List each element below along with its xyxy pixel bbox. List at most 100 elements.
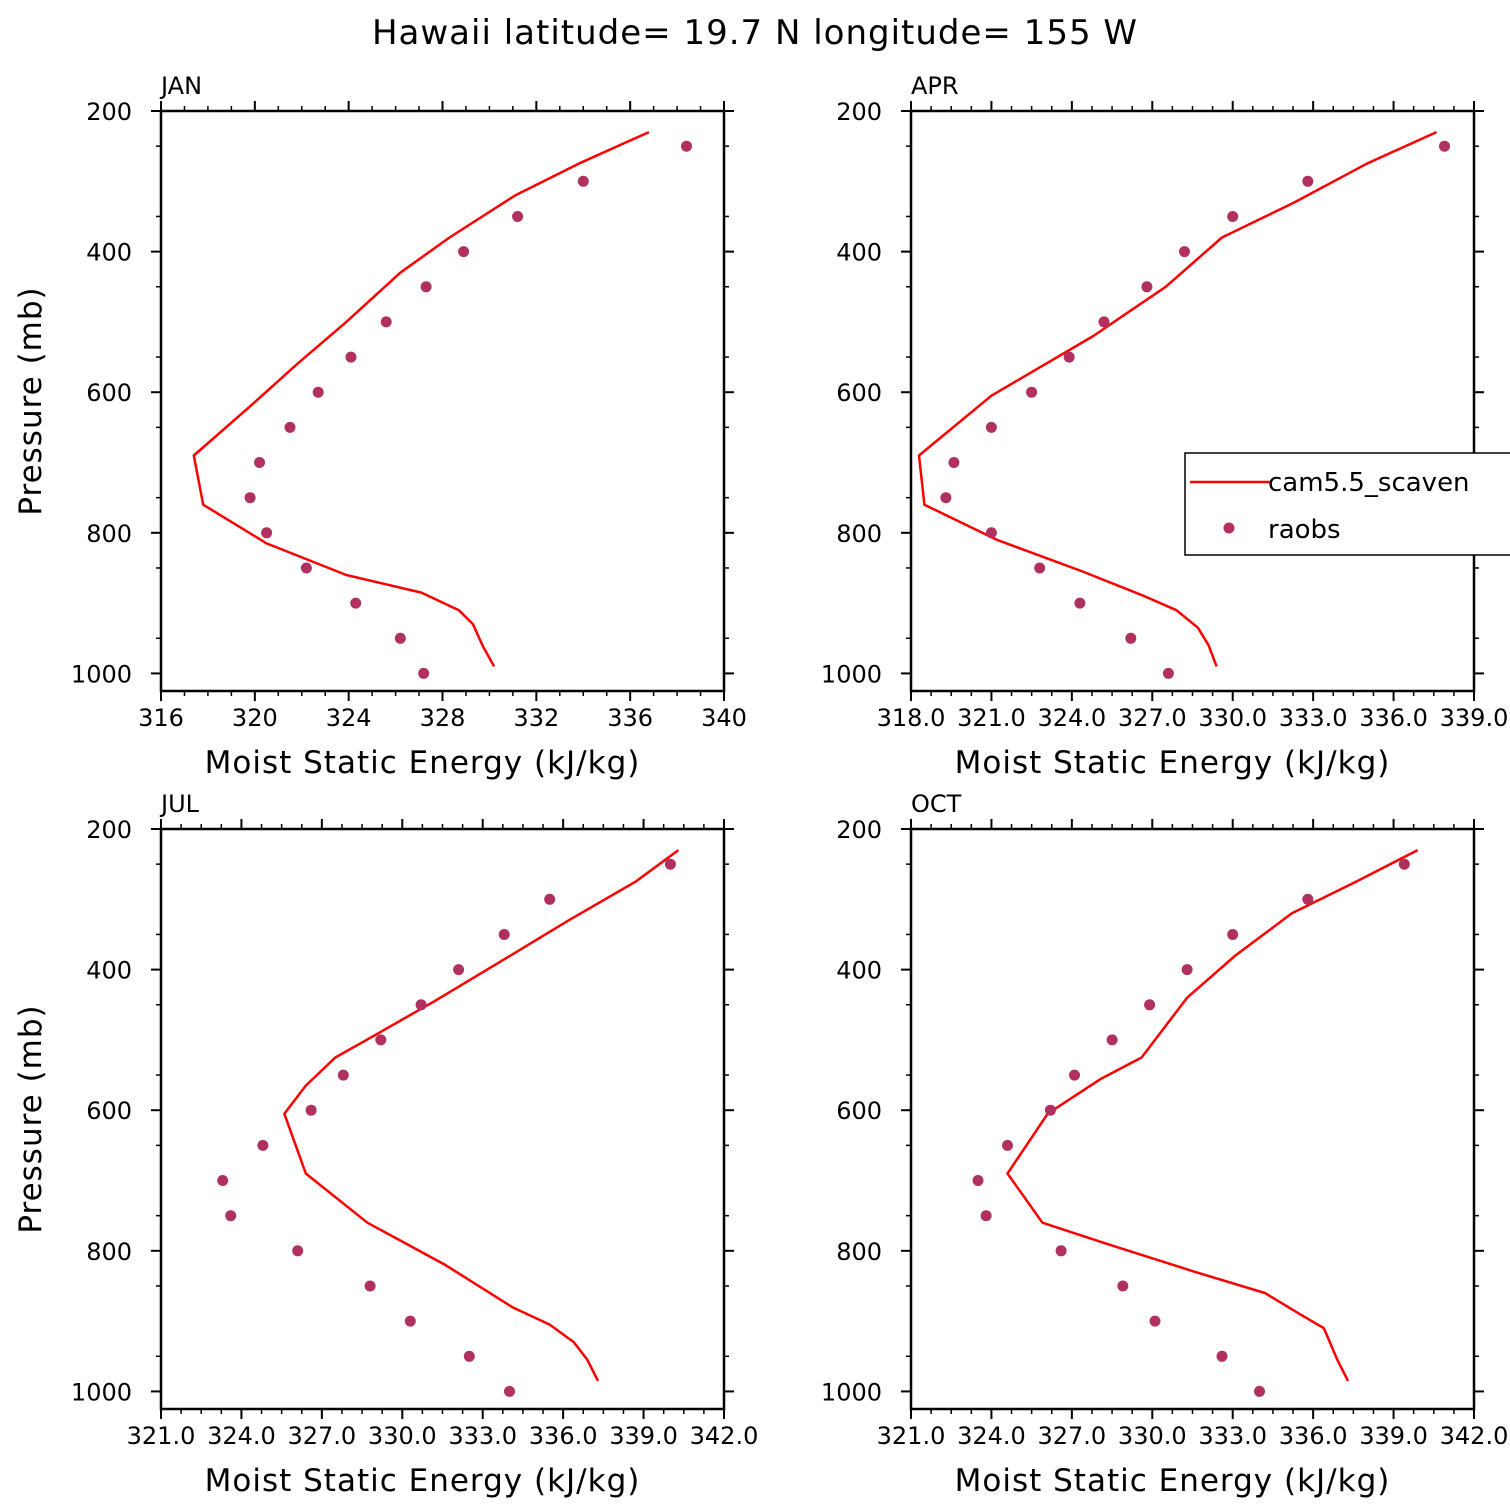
x-tick-label: 324.0 bbox=[207, 1422, 276, 1450]
x-tick-label: 342.0 bbox=[690, 1422, 759, 1450]
obs-point bbox=[257, 1139, 269, 1151]
x-tick-label: 336.0 bbox=[529, 1422, 598, 1450]
obs-point bbox=[1002, 1139, 1013, 1151]
obs-point bbox=[1117, 1280, 1129, 1292]
y-tick-label: 200 bbox=[86, 98, 132, 126]
obs-point bbox=[940, 492, 952, 504]
y-tick-label: 400 bbox=[836, 239, 882, 267]
obs-point bbox=[375, 1034, 387, 1046]
y-axis-title: Pressure (mb) bbox=[13, 1004, 49, 1233]
obs-point bbox=[458, 246, 470, 258]
x-tick-label: 327.0 bbox=[287, 1422, 356, 1450]
panel-title: OCT bbox=[911, 790, 962, 818]
obs-point bbox=[985, 421, 997, 433]
obs-point bbox=[420, 281, 432, 293]
obs-point bbox=[284, 421, 296, 433]
x-tick-label: 342.0 bbox=[1440, 1422, 1509, 1450]
y-tick-label: 1000 bbox=[821, 660, 882, 688]
x-tick-label: 321.0 bbox=[127, 1422, 196, 1450]
obs-point bbox=[1125, 632, 1137, 644]
legend-label-obs: raobs bbox=[1268, 515, 1341, 545]
obs-point bbox=[345, 351, 357, 363]
y-tick-label: 400 bbox=[86, 239, 132, 267]
x-tick-label: 324 bbox=[326, 704, 372, 732]
obs-point bbox=[350, 597, 362, 609]
obs-point bbox=[1106, 1034, 1118, 1046]
x-tick-label: 330.0 bbox=[1118, 1422, 1187, 1450]
obs-point bbox=[1055, 1245, 1067, 1257]
series-line-cam5.5_scaven bbox=[1006, 848, 1419, 1382]
y-tick-label: 400 bbox=[86, 957, 132, 985]
x-tick-label: 333.0 bbox=[1198, 1422, 1267, 1450]
x-tick-label: 340 bbox=[701, 704, 747, 732]
y-tick-label: 200 bbox=[86, 816, 132, 844]
x-tick-label: 328 bbox=[420, 704, 466, 732]
panel-title: APR bbox=[911, 72, 959, 100]
obs-point bbox=[337, 1069, 349, 1081]
x-tick-label: 336 bbox=[607, 704, 653, 732]
obs-point bbox=[418, 667, 430, 679]
x-axis-title: Moist Static Energy (kJ/kg) bbox=[955, 1463, 1391, 1499]
obs-point bbox=[1227, 211, 1239, 222]
obs-point bbox=[1162, 667, 1174, 679]
panel-oct: OCT 321.0 324.0 327.0 330.0 333.0 336.0 339.0 34… bbox=[821, 790, 1508, 1499]
obs-point bbox=[1026, 386, 1038, 398]
obs-point bbox=[305, 1104, 317, 1116]
obs-point bbox=[261, 527, 273, 539]
y-tick-label: 800 bbox=[836, 1238, 882, 1266]
x-tick-label: 339.0 bbox=[609, 1422, 678, 1450]
y-tick-label: 800 bbox=[836, 520, 882, 548]
y-tick-label: 1000 bbox=[71, 660, 132, 688]
obs-point bbox=[1398, 858, 1410, 870]
legend-marker-swatch bbox=[1223, 522, 1235, 534]
obs-point bbox=[453, 964, 465, 976]
obs-point bbox=[1141, 281, 1153, 293]
x-tick-label: 332 bbox=[513, 704, 559, 732]
panel-title: JUL bbox=[159, 790, 200, 818]
obs-point bbox=[394, 632, 406, 644]
figure-title: Hawaii latitude= 19.7 N longitude= 155 W bbox=[372, 13, 1138, 53]
x-tick-label: 321.0 bbox=[957, 704, 1026, 732]
obs-point bbox=[1069, 1069, 1080, 1081]
x-tick-label: 316 bbox=[138, 704, 184, 732]
obs-point bbox=[1181, 964, 1193, 976]
legend-label-model: cam5.5_scaven bbox=[1268, 468, 1470, 498]
x-axis-title: Moist Static Energy (kJ/kg) bbox=[205, 745, 641, 781]
y-tick-label: 800 bbox=[86, 1238, 132, 1266]
obs-point bbox=[577, 175, 589, 187]
obs-point bbox=[1144, 999, 1156, 1011]
x-axis-title: Moist Static Energy (kJ/kg) bbox=[955, 745, 1391, 781]
x-tick-label: 333.0 bbox=[1279, 704, 1348, 732]
plot-frame bbox=[159, 827, 726, 1411]
obs-point bbox=[664, 858, 676, 870]
obs-point bbox=[1098, 316, 1110, 328]
x-tick-label: 321.0 bbox=[877, 1422, 946, 1450]
x-tick-label: 336.0 bbox=[1359, 704, 1428, 732]
x-tick-label: 330.0 bbox=[1198, 704, 1267, 732]
plot-frame bbox=[909, 827, 1476, 1411]
series-line-cam5.5_scaven bbox=[192, 130, 650, 668]
x-tick-label: 324.0 bbox=[1037, 704, 1106, 732]
panel-apr: APR 318.0 321.0 324.0 327.0 330.0 333.0 336.0 33… bbox=[821, 72, 1508, 781]
x-tick-label: 336.0 bbox=[1279, 1422, 1348, 1450]
x-tick-label: 339.0 bbox=[1440, 704, 1509, 732]
obs-point bbox=[498, 929, 510, 940]
obs-point bbox=[544, 893, 556, 905]
y-tick-label: 1000 bbox=[71, 1378, 132, 1406]
panel-jul: JUL 321.0 324.0 327.0 330.0 333.0 336.0 339.0 34… bbox=[13, 790, 758, 1499]
obs-point bbox=[463, 1350, 475, 1362]
obs-point bbox=[217, 1175, 229, 1186]
x-tick-label: 320 bbox=[232, 704, 278, 732]
x-axis-title: Moist Static Energy (kJ/kg) bbox=[205, 1463, 641, 1499]
x-tick-label: 339.0 bbox=[1359, 1422, 1428, 1450]
plot-frame bbox=[909, 109, 1476, 693]
y-tick-label: 1000 bbox=[821, 1378, 882, 1406]
obs-point bbox=[1216, 1350, 1228, 1362]
x-tick-label: 318.0 bbox=[877, 704, 946, 732]
obs-point bbox=[681, 140, 692, 152]
obs-point bbox=[504, 1385, 515, 1397]
panel-title: JAN bbox=[159, 72, 202, 100]
y-axis-title: Pressure (mb) bbox=[13, 286, 49, 515]
